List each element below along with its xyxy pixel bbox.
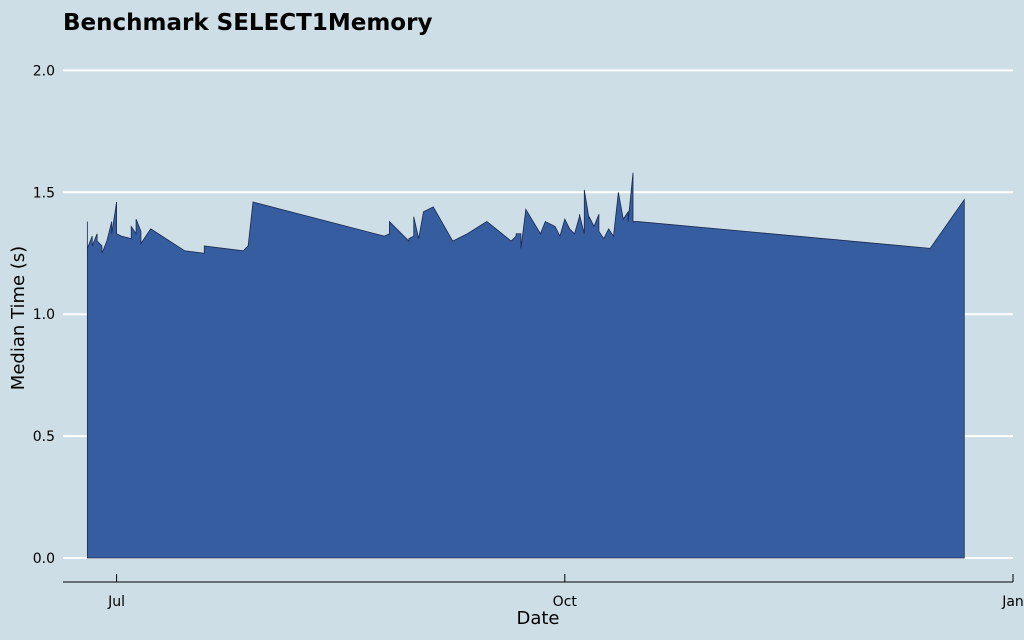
y-tick-label: 0.5 <box>33 429 55 445</box>
y-tick-label: 2.0 <box>33 63 55 79</box>
plot-area <box>86 172 965 559</box>
x-tick-label: Jul <box>107 594 125 610</box>
y-tick-labels: 0.0 0.5 1.0 1.5 2.0 <box>33 63 55 567</box>
y-axis-title: Median Time (s) <box>8 246 29 390</box>
area-series <box>86 172 965 559</box>
x-axis-ticks: Jul Oct Jan <box>107 574 1024 610</box>
chart-title: Benchmark SELECT1Memory <box>63 10 432 36</box>
y-tick-label: 1.5 <box>33 185 55 201</box>
y-tick-label: 0.0 <box>33 551 55 567</box>
x-tick-label: Jan <box>1001 594 1024 610</box>
y-tick-label: 1.0 <box>33 307 55 323</box>
x-axis-title: Date <box>516 608 559 629</box>
x-tick-label: Oct <box>553 594 578 610</box>
